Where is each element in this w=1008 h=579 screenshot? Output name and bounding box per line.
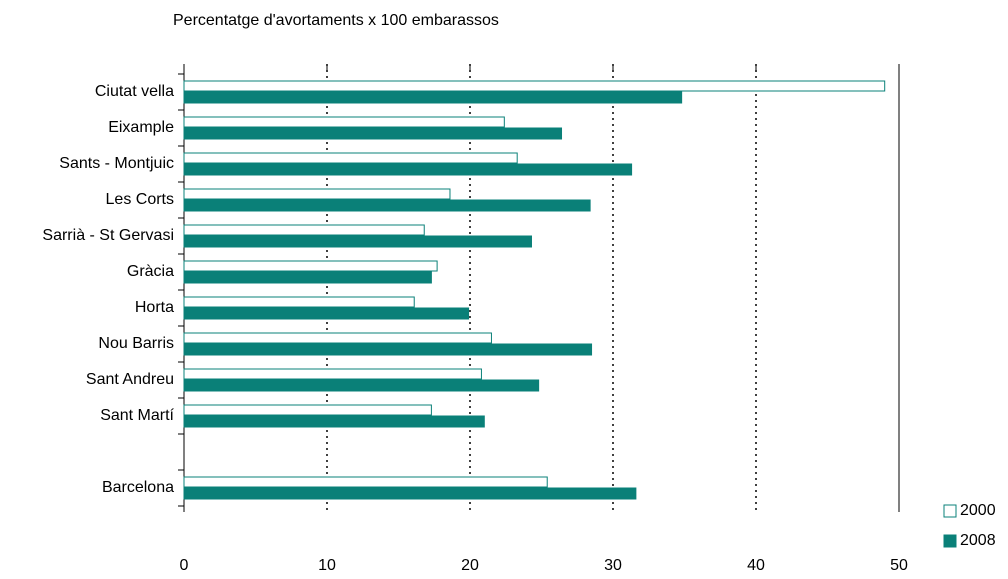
bar	[183, 260, 438, 272]
x-tick-label: 0	[180, 557, 189, 574]
x-tick-label: 40	[747, 557, 765, 574]
bar	[183, 199, 591, 212]
bar	[183, 163, 633, 176]
bar	[183, 188, 451, 200]
bar	[183, 91, 683, 104]
bar	[183, 296, 415, 308]
bar	[183, 332, 492, 344]
bar	[183, 307, 470, 320]
bar	[183, 224, 425, 236]
x-tick-label: 10	[318, 557, 336, 574]
y-tick-label: Sarrià - St Gervasi	[42, 227, 174, 244]
legend-swatch	[943, 534, 957, 548]
bar	[183, 127, 563, 140]
legend-label: 2008	[960, 532, 996, 549]
y-tick-label: Ciutat vella	[95, 83, 174, 100]
y-tick-label: Sants - Montjuic	[59, 155, 174, 172]
y-tick-label: Sant Andreu	[86, 371, 174, 388]
bar	[183, 235, 532, 248]
x-tick-label: 20	[461, 557, 479, 574]
bar	[183, 415, 485, 428]
y-tick-label: Eixample	[108, 119, 174, 136]
x-tick-label: 50	[890, 557, 908, 574]
legend-swatch	[943, 504, 957, 518]
bar	[183, 343, 593, 356]
y-tick-label: Les Corts	[106, 191, 174, 208]
legend-label: 2000	[960, 502, 996, 519]
bar	[183, 379, 540, 392]
bar	[183, 271, 432, 284]
bar	[183, 476, 548, 488]
y-tick-label: Sant Martí	[100, 407, 174, 424]
bar	[183, 404, 432, 416]
bar	[183, 152, 518, 164]
bar	[183, 368, 482, 380]
y-tick-label: Barcelona	[102, 479, 174, 496]
bar	[183, 80, 886, 92]
x-tick-label: 30	[604, 557, 622, 574]
bar	[183, 487, 637, 500]
y-tick-label: Horta	[135, 299, 174, 316]
y-tick-label: Nou Barris	[98, 335, 174, 352]
chart-title: Percentatge d'avortaments x 100 embarass…	[173, 12, 499, 29]
bar	[183, 116, 505, 128]
y-tick-label: Gràcia	[127, 263, 174, 280]
